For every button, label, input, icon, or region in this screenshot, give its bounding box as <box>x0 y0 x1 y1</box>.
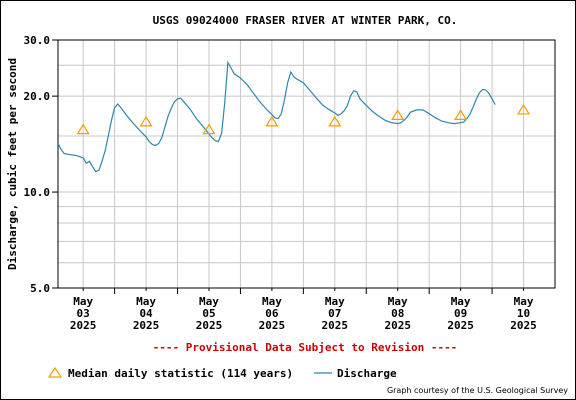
x-tick-label-year: 2025 <box>259 319 286 332</box>
y-tick-label: 20.0 <box>24 90 51 103</box>
x-tick-label-day: 05 <box>202 307 215 320</box>
median-marker <box>328 115 342 127</box>
x-tick-label-day: 03 <box>77 307 90 320</box>
x-tick-label-month: May <box>73 295 93 308</box>
x-tick-label-month: May <box>388 295 408 308</box>
x-axis: May032025May042025May052025May062025May0… <box>70 288 537 332</box>
x-tick-label-month: May <box>136 295 156 308</box>
median-marker <box>391 109 405 120</box>
y-tick-label: 10.0 <box>24 186 51 199</box>
discharge-line <box>57 60 496 173</box>
median-marker <box>76 123 90 135</box>
x-tick-label-day: 10 <box>517 307 530 320</box>
median-marker <box>265 115 279 127</box>
series-layer <box>57 60 531 173</box>
courtesy-credit: Graph courtesy of the U.S. Geological Su… <box>387 386 568 395</box>
y-tick-label: 5.0 <box>30 282 50 295</box>
plot-area-border <box>57 39 556 289</box>
legend-discharge-label: Discharge <box>337 367 397 380</box>
provisional-notice: ---- Provisional Data Subject to Revisio… <box>153 341 458 354</box>
legend-median-label: Median daily statistic (114 years) <box>68 367 293 380</box>
y-axis-title: Discharge, cubic feet per second <box>6 58 19 270</box>
x-tick-label-month: May <box>262 295 282 308</box>
x-tick-label-year: 2025 <box>510 319 537 332</box>
grid-lines <box>58 39 555 289</box>
chart-title: USGS 09024000 FRASER RIVER AT WINTER PAR… <box>153 14 458 27</box>
x-tick-label-year: 2025 <box>322 319 349 332</box>
x-tick-label-day: 08 <box>391 307 404 320</box>
x-tick-label-month: May <box>325 295 345 308</box>
x-tick-label-year: 2025 <box>384 319 411 332</box>
x-tick-label-month: May <box>451 295 471 308</box>
x-tick-label-year: 2025 <box>447 319 474 332</box>
legend: Median daily statistic (114 years) Disch… <box>47 366 397 380</box>
legend-median-marker-icon <box>47 366 63 378</box>
median-marker <box>454 109 468 120</box>
y-tick-label: 30.0 <box>24 34 51 47</box>
x-tick-label-year: 2025 <box>70 319 97 332</box>
median-marker <box>139 115 153 127</box>
x-tick-label-month: May <box>514 295 534 308</box>
x-tick-label-month: May <box>199 295 219 308</box>
median-marker <box>202 123 216 135</box>
x-tick-label-day: 06 <box>265 307 279 320</box>
x-tick-label-year: 2025 <box>196 319 223 332</box>
x-tick-label-day: 07 <box>328 307 341 320</box>
x-tick-label-day: 09 <box>454 307 467 320</box>
x-tick-label-day: 04 <box>139 307 153 320</box>
x-tick-label-year: 2025 <box>133 319 160 332</box>
median-marker <box>516 103 531 115</box>
y-axis: 5.0 10.0 20.0 30.0 <box>24 34 58 295</box>
